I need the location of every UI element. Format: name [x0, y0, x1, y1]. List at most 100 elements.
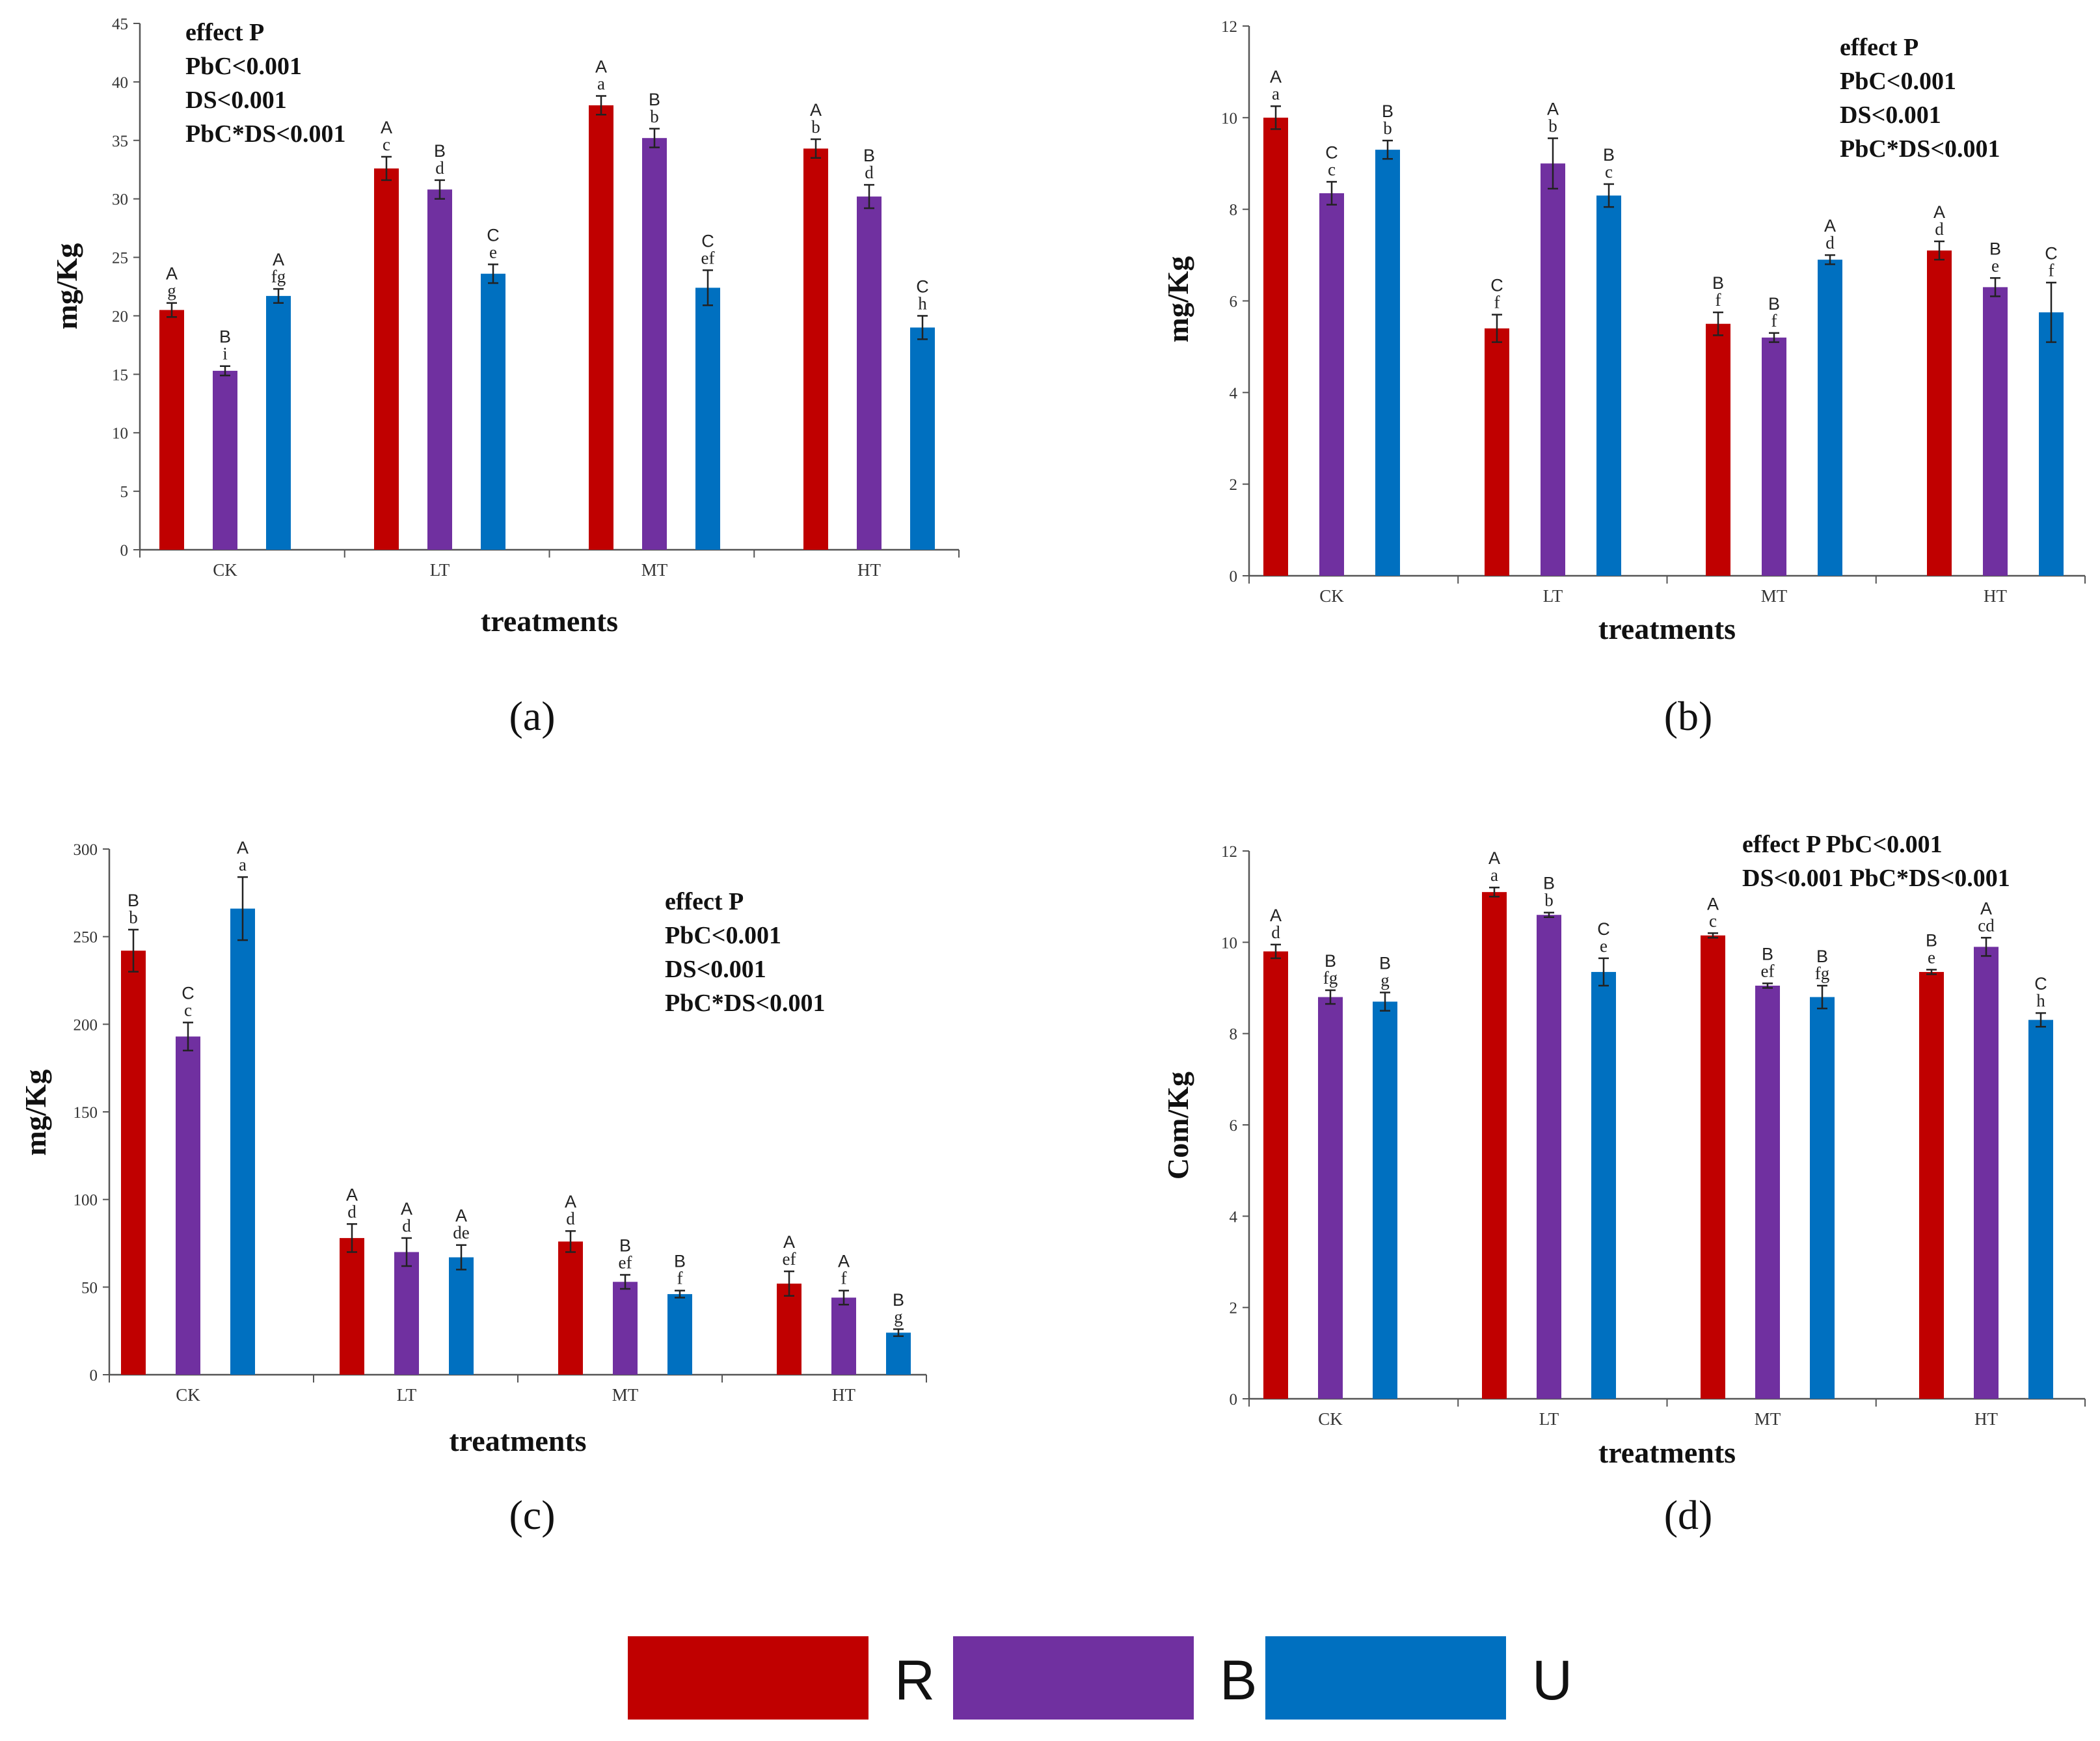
significance-upper-letter: A [1270, 906, 1282, 925]
x-category-label: LT [1539, 1409, 1559, 1429]
significance-upper-letter: B [1382, 101, 1393, 121]
bar-R-LT [1485, 328, 1509, 576]
significance-lower-letter: fg [271, 267, 286, 286]
significance-lower-letter: f [677, 1269, 683, 1288]
panel-caption: (b) [1664, 693, 1713, 739]
bar-U-LT [449, 1257, 474, 1375]
significance-upper-letter: A [1933, 202, 1945, 222]
x-axis-label: treatments [481, 604, 618, 638]
y-axis-label: mg/Kg [19, 1070, 52, 1156]
significance-lower-letter: ef [783, 1249, 796, 1269]
y-tick-label: 6 [1230, 293, 1238, 311]
statistics-annotation: PbC*DS<0.001 [1840, 135, 2000, 163]
significance-upper-letter: B [893, 1290, 904, 1310]
y-tick-label: 0 [1230, 1391, 1238, 1409]
significance-upper-letter: B [1816, 947, 1828, 966]
y-tick-label: 40 [112, 74, 128, 92]
significance-upper-letter: C [701, 231, 714, 250]
legend-swatch-U [1265, 1636, 1506, 1720]
significance-upper-letter: B [1926, 930, 1937, 950]
significance-lower-letter: d [1935, 219, 1944, 239]
significance-lower-letter: h [918, 293, 927, 313]
x-category-label: MT [1761, 586, 1788, 606]
significance-lower-letter: c [1328, 159, 1336, 179]
y-tick-label: 12 [1221, 18, 1237, 36]
x-category-label: HT [1984, 586, 2007, 606]
significance-lower-letter: f [2049, 260, 2054, 280]
y-tick-label: 4 [1230, 385, 1238, 402]
significance-upper-letter: B [863, 146, 875, 165]
significance-upper-letter: C [2034, 974, 2047, 993]
significance-upper-letter: B [1543, 874, 1555, 893]
x-category-label: LT [397, 1385, 417, 1405]
significance-upper-letter: B [619, 1235, 631, 1255]
significance-lower-letter: b [129, 908, 138, 927]
bar-B-LT [394, 1252, 419, 1375]
bar-B-MT [1755, 985, 1780, 1399]
panel-caption: (d) [1664, 1492, 1713, 1538]
legend-swatch-B [953, 1636, 1194, 1720]
significance-lower-letter: h [2036, 991, 2045, 1010]
panel-caption: (c) [509, 1492, 555, 1538]
y-tick-label: 30 [112, 191, 128, 209]
significance-upper-letter: C [1490, 276, 1503, 295]
significance-lower-letter: d [347, 1202, 357, 1221]
bar-B-MT [1762, 337, 1786, 576]
bar-U-MT [695, 288, 720, 550]
significance-upper-letter: A [1824, 216, 1836, 236]
significance-lower-letter: b [1548, 116, 1557, 136]
x-axis-label: treatments [1598, 1436, 1736, 1469]
significance-upper-letter: A [346, 1185, 358, 1204]
significance-lower-letter: d [865, 163, 874, 182]
significance-lower-letter: b [650, 107, 659, 126]
significance-lower-letter: c [1709, 911, 1717, 930]
significance-upper-letter: B [1762, 944, 1773, 964]
significance-upper-letter: C [1325, 142, 1338, 162]
significance-upper-letter: B [1379, 954, 1391, 973]
bar-R-CK [1263, 117, 1288, 576]
y-tick-label: 25 [112, 250, 128, 267]
significance-upper-letter: B [674, 1252, 686, 1271]
panel-caption: (a) [509, 693, 555, 739]
significance-upper-letter: A [565, 1192, 576, 1211]
x-category-label: HT [857, 560, 881, 580]
significance-upper-letter: B [128, 891, 139, 910]
bar-R-LT [1482, 892, 1507, 1399]
significance-lower-letter: f [1494, 293, 1500, 312]
y-tick-label: 100 [74, 1192, 98, 1209]
significance-lower-letter: a [1490, 865, 1498, 885]
bar-R-MT [1701, 935, 1725, 1399]
significance-lower-letter: c [383, 135, 390, 154]
significance-lower-letter: d [402, 1216, 411, 1235]
bar-B-HT [857, 196, 882, 550]
bar-U-LT [481, 273, 505, 550]
significance-lower-letter: g [1380, 971, 1390, 990]
bar-B-LT [1541, 163, 1565, 576]
legend-label-U: U [1532, 1649, 1572, 1712]
y-tick-label: 150 [74, 1104, 98, 1122]
significance-upper-letter: A [1980, 898, 1992, 918]
bar-B-LT [427, 189, 452, 550]
significance-upper-letter: A [166, 264, 178, 284]
x-category-label: CK [176, 1385, 200, 1405]
x-axis-label: treatments [1598, 612, 1736, 645]
y-tick-label: 10 [1221, 934, 1237, 952]
significance-lower-letter: e [1600, 936, 1608, 956]
significance-upper-letter: A [595, 57, 607, 76]
bar-U-HT [2028, 1019, 2053, 1399]
statistics-annotation: effect P [1840, 34, 1918, 61]
bar-U-HT [886, 1332, 911, 1375]
y-tick-label: 8 [1230, 202, 1238, 219]
x-category-label: LT [1543, 586, 1563, 606]
significance-lower-letter: a [1272, 84, 1280, 103]
y-axis-label: mg/Kg [50, 243, 83, 330]
significance-upper-letter: B [219, 327, 231, 347]
statistics-annotation: PbC<0.001 [665, 922, 781, 949]
y-tick-label: 200 [74, 1016, 98, 1034]
statistics-annotation: DS<0.001 [1840, 101, 1941, 129]
significance-lower-letter: a [597, 74, 605, 93]
significance-upper-letter: A [1707, 894, 1719, 913]
significance-lower-letter: ef [1761, 961, 1775, 980]
y-tick-label: 0 [1230, 568, 1238, 586]
